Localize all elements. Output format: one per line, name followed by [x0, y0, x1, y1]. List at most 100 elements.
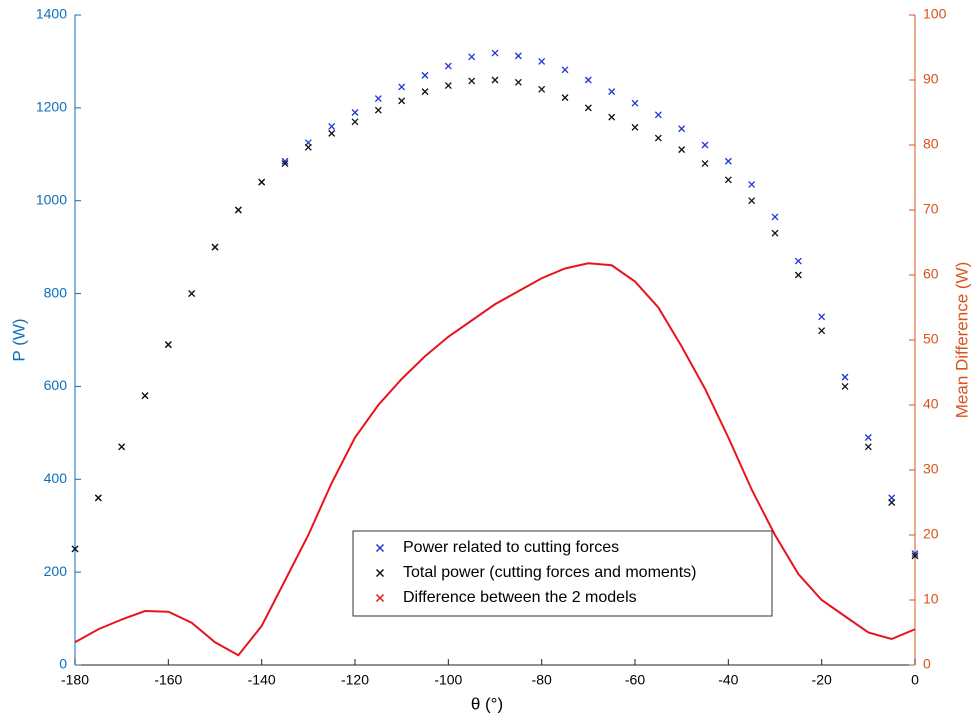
x-marker: [864, 443, 872, 451]
y2-tick-label: 50: [923, 331, 939, 347]
y2-tick-label: 90: [923, 71, 939, 87]
x-marker: [398, 83, 406, 91]
x-marker: [188, 290, 196, 298]
legend-label: Difference between the 2 models: [403, 589, 637, 606]
legend-marker: [375, 543, 385, 553]
legend-label: Total power (cutting forces and moments): [403, 564, 696, 581]
y2-tick-label: 30: [923, 461, 939, 477]
y-tick-label: 800: [44, 284, 68, 300]
x-marker: [234, 206, 242, 214]
x-marker: [141, 392, 149, 400]
x-marker: [794, 271, 802, 279]
x-marker: [584, 76, 592, 84]
x-marker: [398, 97, 406, 105]
x-marker: [491, 76, 499, 84]
x-marker: [211, 243, 219, 251]
x-marker: [771, 213, 779, 221]
x-marker: [608, 113, 616, 121]
x-tick-label: 0: [911, 672, 919, 688]
x-tick-label: -40: [718, 672, 738, 688]
difference-line: [74, 262, 916, 657]
x-marker: [911, 552, 919, 560]
x-marker: [841, 382, 849, 390]
x-marker: [888, 499, 896, 506]
x-marker: [771, 229, 779, 237]
legend-marker: [375, 593, 385, 603]
legend-label: Power related to cutting forces: [403, 539, 619, 556]
y2-tick-label: 20: [923, 526, 939, 542]
x-marker: [561, 66, 569, 74]
x-tick-label: -80: [532, 672, 552, 688]
x-marker: [701, 160, 709, 168]
y2-tick-label: 100: [923, 6, 947, 22]
x-marker: [864, 434, 872, 441]
x-marker: [631, 99, 639, 107]
x-marker: [281, 160, 289, 168]
x-marker: [421, 88, 429, 96]
y-tick-label: 1400: [36, 6, 67, 22]
x-marker: [678, 125, 686, 133]
x-tick-label: -20: [812, 672, 832, 688]
y2-axis-label: Mean Difference (W): [952, 262, 971, 419]
x-marker: [678, 146, 686, 154]
x-marker: [818, 327, 826, 335]
x-marker: [491, 49, 499, 57]
y-tick-label: 0: [59, 656, 67, 672]
x-marker: [304, 143, 312, 151]
x-marker: [164, 341, 172, 349]
legend-marker: [375, 568, 385, 578]
x-tick-label: -180: [61, 672, 89, 688]
x-tick-label: -120: [341, 672, 369, 688]
x-marker: [281, 157, 289, 165]
y-tick-label: 1200: [36, 99, 67, 115]
y-tick-label: 600: [44, 377, 68, 393]
x-marker: [631, 123, 639, 131]
x-marker: [328, 129, 336, 137]
x-tick-label: -100: [434, 672, 462, 688]
x-marker: [911, 550, 919, 558]
x-marker: [538, 57, 546, 65]
x-marker: [794, 257, 802, 265]
y2-tick-label: 70: [923, 201, 939, 217]
y-tick-label: 1000: [36, 191, 67, 207]
x-marker: [351, 118, 359, 126]
x-marker: [444, 62, 452, 70]
x-marker: [351, 109, 359, 116]
y-tick-label: 200: [44, 563, 68, 579]
y2-tick-label: 40: [923, 396, 939, 412]
legend-box: [352, 530, 773, 617]
x-marker: [538, 85, 546, 93]
x-tick-label: -140: [248, 672, 276, 688]
x-marker: [654, 111, 662, 119]
x-marker: [841, 373, 849, 381]
x-marker: [724, 157, 732, 165]
x-marker: [374, 106, 382, 114]
x-marker: [328, 122, 336, 130]
x-marker: [701, 141, 709, 149]
x-marker: [258, 178, 266, 186]
x-marker: [561, 94, 569, 102]
y2-tick-label: 0: [923, 656, 931, 672]
y-tick-label: 400: [44, 470, 68, 486]
y2-tick-label: 10: [923, 591, 939, 607]
x-marker: [514, 52, 522, 60]
y2-tick-label: 60: [923, 266, 939, 282]
x-marker: [584, 104, 592, 112]
x-marker: [654, 134, 662, 142]
x-marker: [421, 71, 429, 79]
x-marker: [724, 176, 732, 184]
x-marker: [468, 53, 476, 61]
x-marker: [444, 82, 452, 90]
x-axis-label: θ (°): [471, 694, 503, 713]
x-marker: [748, 181, 756, 188]
y-axis-label: P (W): [9, 318, 28, 361]
x-tick-label: -160: [154, 672, 182, 688]
x-marker: [748, 197, 756, 205]
x-tick-label: -60: [625, 672, 645, 688]
x-marker: [374, 95, 382, 103]
y2-tick-label: 80: [923, 136, 939, 152]
x-marker: [118, 443, 126, 451]
x-marker: [818, 313, 826, 321]
x-marker: [71, 545, 79, 553]
